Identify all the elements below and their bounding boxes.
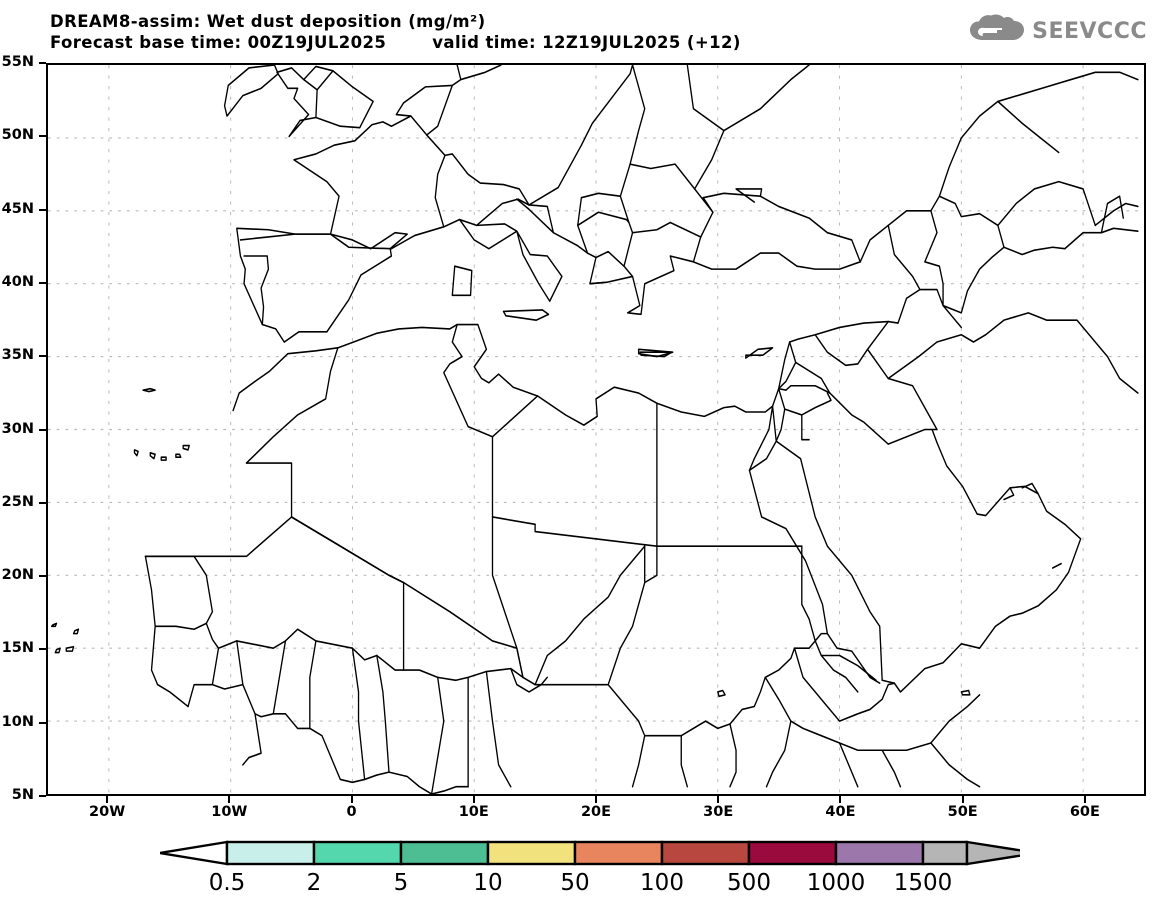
y-tick-mark	[39, 648, 46, 651]
colorbar-label-6: 500	[727, 870, 771, 896]
x-tick-label-5: 30E	[703, 804, 734, 820]
x-tick-label-7: 50E	[947, 804, 978, 820]
colorbar-label-8: 1500	[893, 870, 953, 896]
y-tick-label-3: 20N	[1, 567, 34, 584]
y-tick-mark	[39, 428, 46, 431]
colorbar-segment-2	[399, 840, 490, 866]
seevccc-logo: SEEVCCC	[969, 14, 1147, 48]
map-canvas	[48, 65, 1144, 794]
x-tick-mark	[839, 796, 842, 803]
y-tick-label-4: 25N	[1, 493, 34, 510]
x-tick-mark	[350, 796, 353, 803]
y-tick-mark	[39, 575, 46, 578]
y-tick-label-5: 30N	[1, 420, 34, 437]
colorbar-under-arrow	[160, 840, 229, 866]
valid-time: valid time: 12Z19JUL2025 (+12)	[432, 33, 741, 52]
x-tick-label-4: 20E	[580, 804, 612, 820]
y-tick-label-1: 10N	[1, 713, 34, 730]
colorbar-label-5: 100	[640, 870, 684, 896]
x-tick-mark	[106, 796, 109, 803]
x-tick-mark	[228, 796, 231, 803]
y-tick-label-6: 35N	[1, 347, 34, 364]
x-tick-label-8: 60E	[1069, 804, 1100, 820]
colorbar-label-4: 50	[560, 870, 590, 896]
x-tick-label-6: 40E	[825, 804, 856, 820]
x-tick-label-0: 20W	[89, 804, 126, 820]
cloud-arrow-icon	[969, 14, 1025, 48]
map-plot-area	[46, 63, 1146, 796]
y-tick-mark	[39, 208, 46, 211]
colorbar-label-2: 5	[393, 870, 409, 896]
title-spacer	[386, 32, 432, 53]
y-tick-mark	[39, 355, 46, 358]
y-tick-label-2: 15N	[1, 640, 34, 657]
colorbar-label-1: 2	[306, 870, 322, 896]
colorbar-segment-4	[573, 840, 664, 866]
y-tick-mark	[39, 281, 46, 284]
colorbar-segment-6	[747, 840, 838, 866]
x-tick-mark	[717, 796, 720, 803]
x-tick-mark	[595, 796, 597, 803]
y-tick-label-9: 50N	[1, 127, 34, 144]
coastlines-and-borders	[50, 65, 1139, 794]
x-tick-mark	[1083, 796, 1086, 803]
forecast-time-line: Forecast base time: 00Z19JUL2025 valid t…	[50, 32, 741, 53]
header: DREAM8-assim: Wet dust deposition (mg/m²…	[0, 0, 1165, 58]
forecast-base-time: Forecast base time: 00Z19JUL2025	[50, 33, 387, 52]
colorbar-swatches	[160, 840, 1020, 866]
x-tick-label-1: 10W	[211, 804, 248, 820]
y-tick-label-8: 45N	[1, 200, 34, 217]
colorbar-segment-group	[160, 840, 1020, 866]
title-block: DREAM8-assim: Wet dust deposition (mg/m²…	[50, 11, 741, 53]
x-tick-label-2: 0	[346, 804, 357, 820]
x-tick-mark	[961, 796, 964, 803]
x-tick-label-3: 10E	[458, 804, 489, 820]
colorbar-over-arrow	[965, 840, 1020, 866]
logo-text: SEEVCCC	[1032, 18, 1147, 44]
y-tick-label-0: 5N	[11, 787, 34, 803]
y-tick-mark	[39, 795, 46, 797]
page-title: DREAM8-assim: Wet dust deposition (mg/m²…	[50, 12, 486, 31]
y-tick-mark	[39, 721, 46, 724]
colorbar-segment-over	[921, 840, 969, 866]
y-tick-mark	[39, 135, 46, 138]
y-tick-mark	[39, 62, 46, 64]
colorbar-segment-7	[834, 840, 925, 866]
x-tick-mark	[472, 796, 475, 803]
y-tick-mark	[39, 501, 46, 504]
y-tick-label-7: 40N	[1, 273, 34, 290]
colorbar-label-3: 10	[473, 870, 503, 896]
y-tick-label-10: 55N	[1, 54, 34, 70]
colorbar: 0.5 2 5 10 50 100 500 1000 1500	[0, 838, 1165, 907]
colorbar-segment-3	[486, 840, 577, 866]
colorbar-label-7: 1000	[806, 870, 866, 896]
colorbar-segment-0	[225, 840, 316, 866]
colorbar-segment-5	[660, 840, 751, 866]
colorbar-label-0: 0.5	[208, 870, 246, 896]
colorbar-segment-1	[312, 840, 403, 866]
